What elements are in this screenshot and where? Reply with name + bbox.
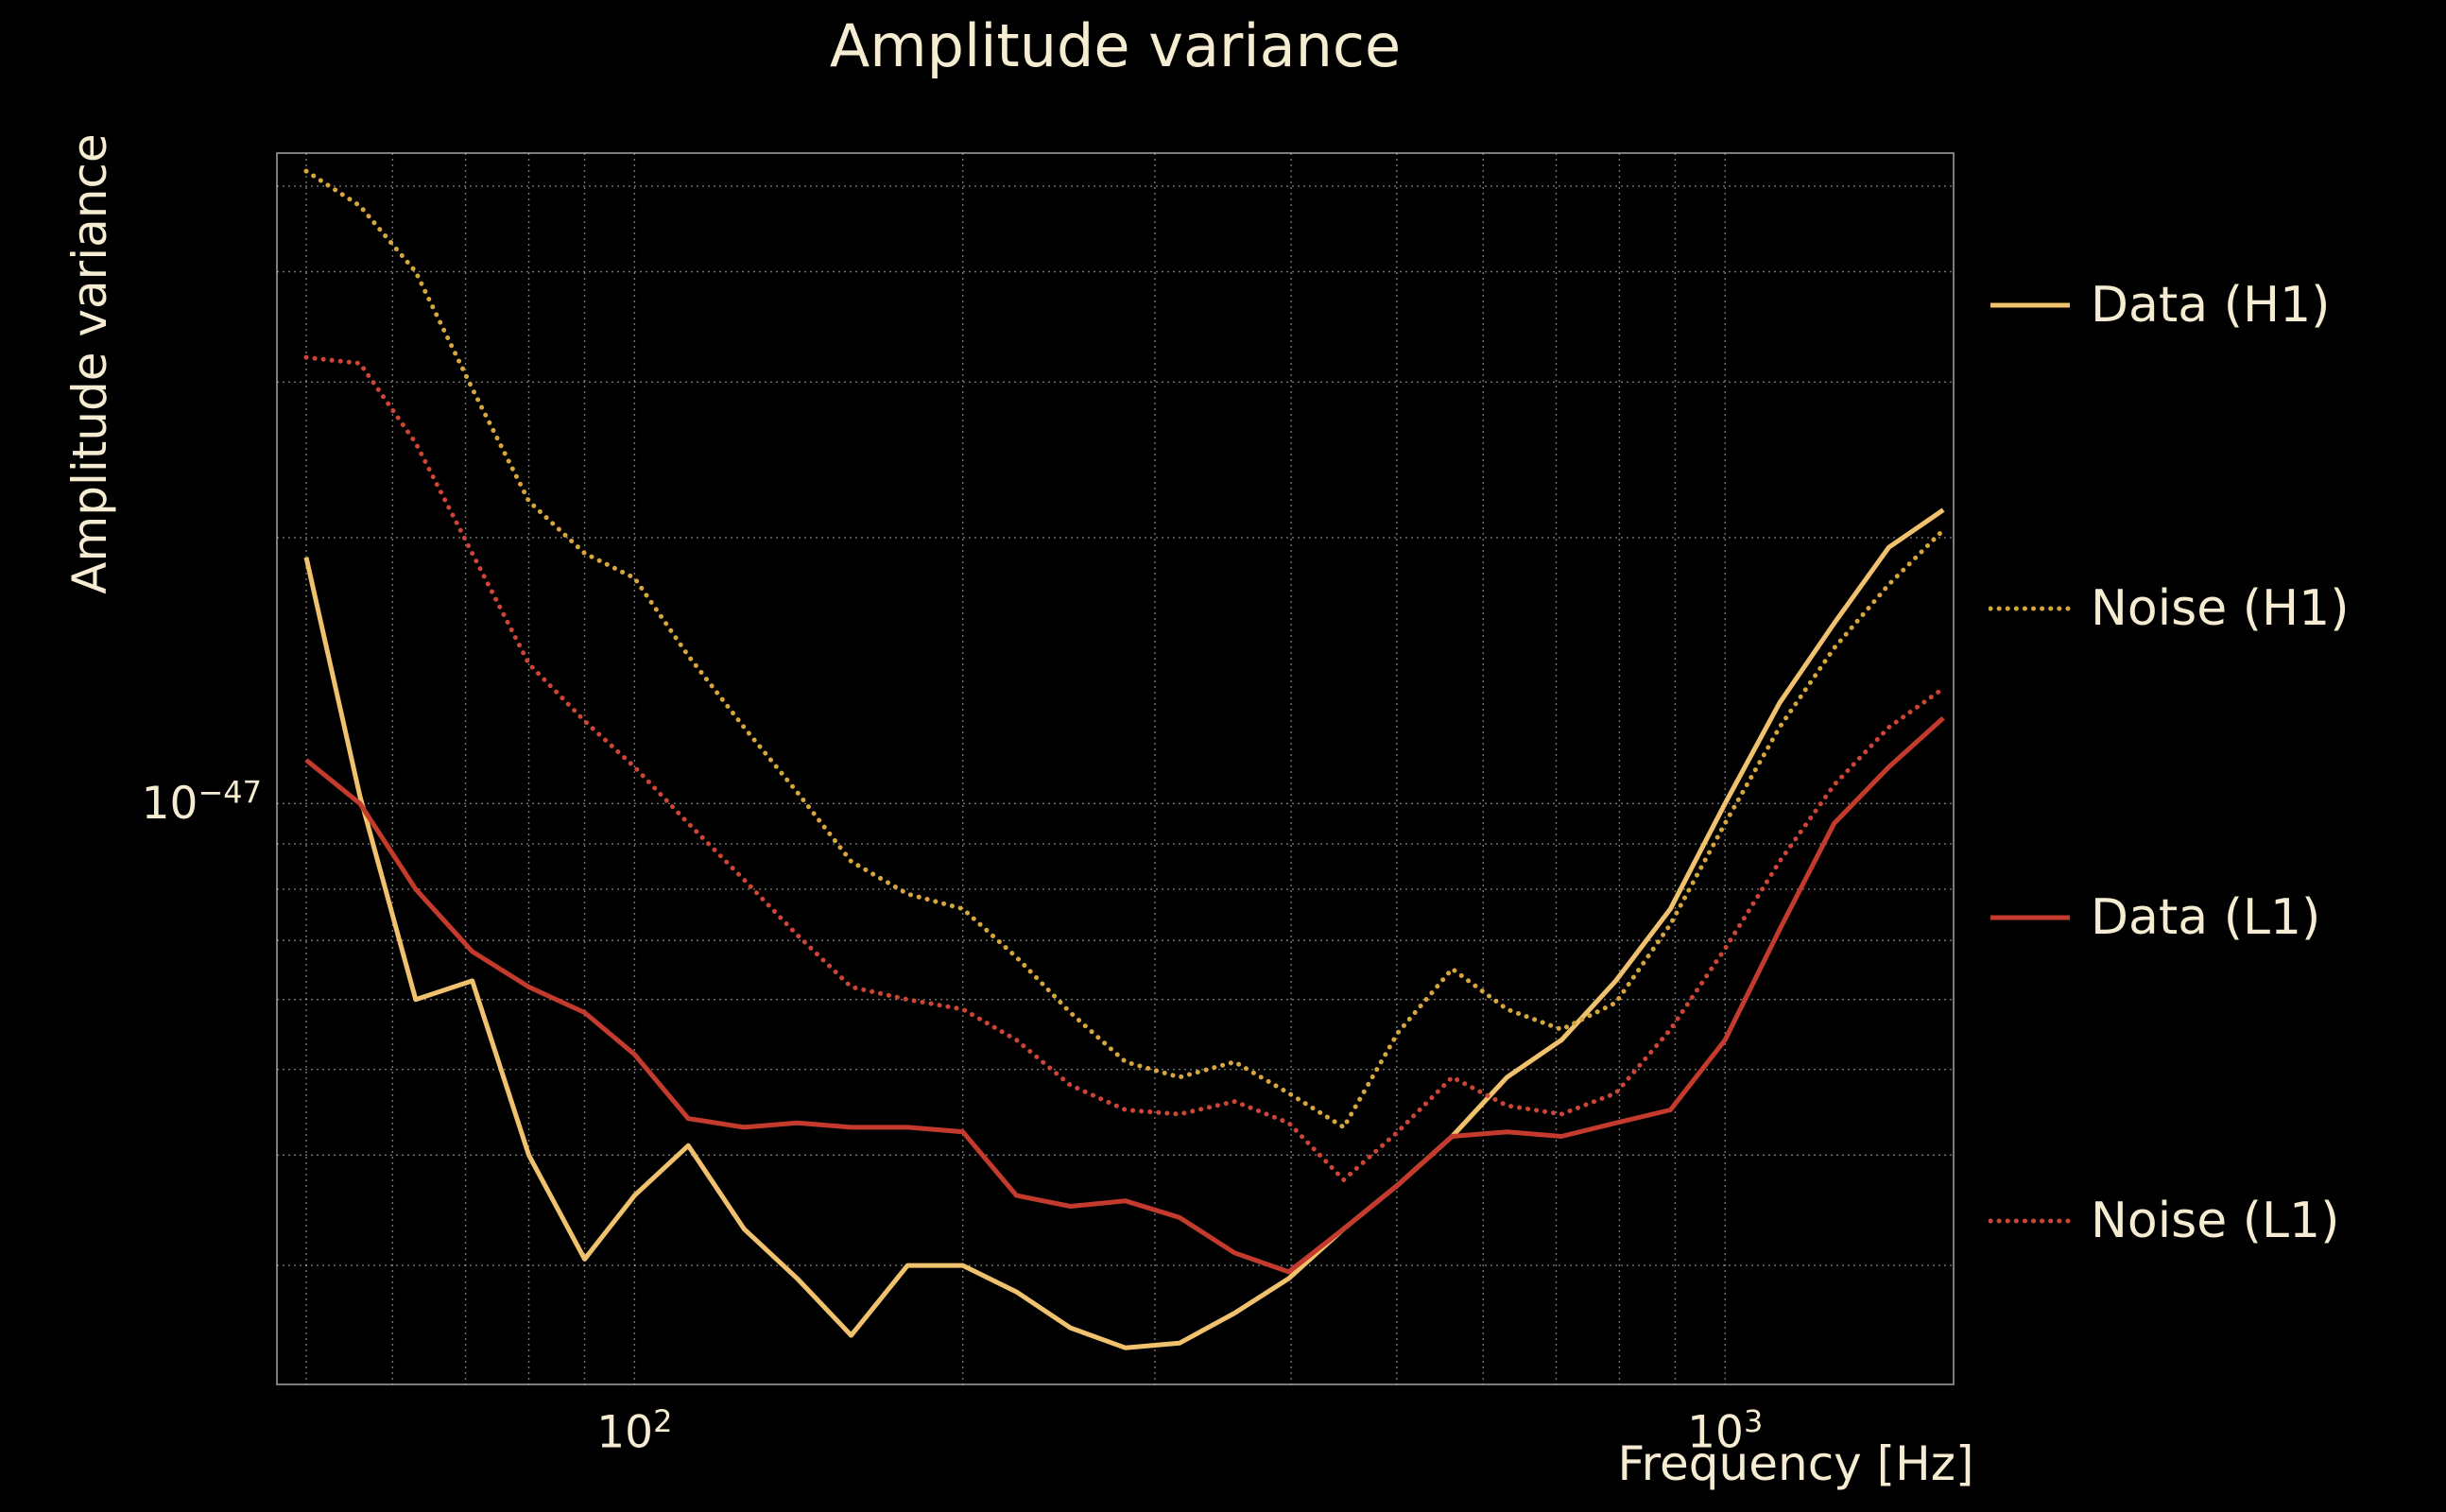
legend-entry-noise-l1: Noise (L1) (1989, 1191, 2339, 1251)
legend-entry-noise-h1: Noise (H1) (1989, 578, 2350, 639)
legend-label: Data (L1) (2091, 889, 2321, 946)
legend-label: Noise (L1) (2091, 1193, 2340, 1249)
chart-title: Amplitude variance (829, 11, 1402, 80)
y-tick-label: 10−47 (141, 774, 262, 831)
legend-label: Data (H1) (2091, 277, 2331, 334)
series-line-noise-l1 (303, 354, 1946, 1182)
x-tick-label: 103 (1687, 1403, 1764, 1459)
legend-line-sample-solid (1990, 302, 2070, 308)
plot-frame (276, 152, 1955, 1385)
legend: Data (H1) Noise (H1) Data (L1) Noise (L1… (1989, 0, 2442, 1512)
x-tick-label: 102 (596, 1403, 673, 1459)
legend-entry-data-l1: Data (L1) (1989, 887, 2320, 948)
legend-line-sample-dotted (1989, 1218, 2072, 1224)
legend-entry-data-h1: Data (H1) (1989, 275, 2330, 335)
legend-line-sample-solid (1990, 915, 2070, 920)
series-line-noise-h1 (303, 168, 1946, 1130)
x-axis-label: Frequency [Hz] (1617, 1436, 1974, 1491)
legend-line-sample-dotted (1989, 606, 2072, 611)
legend-label: Noise (H1) (2091, 580, 2350, 637)
series-line-data-l1 (304, 715, 1945, 1275)
series-line-data-h1 (303, 507, 1945, 1350)
